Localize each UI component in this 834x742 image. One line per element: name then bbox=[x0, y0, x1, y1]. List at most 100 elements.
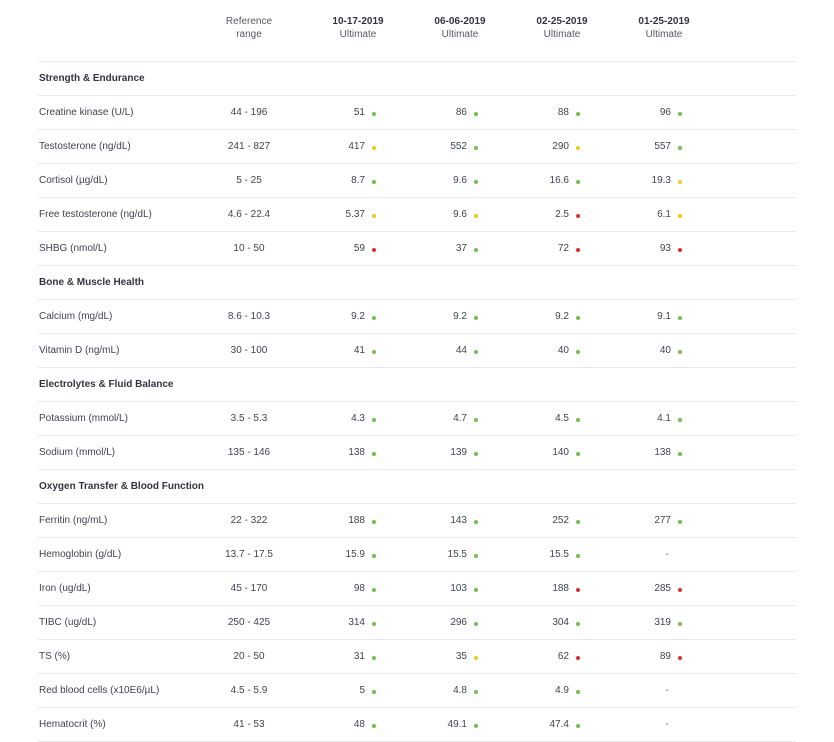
biomarker-label[interactable]: Free testosterone (ng/dL) bbox=[39, 209, 152, 220]
result-value: 9.1 bbox=[657, 311, 671, 322]
date-column-header[interactable]: 10-17-2019 Ultimate bbox=[318, 15, 398, 41]
result-value: 47.4 bbox=[549, 719, 569, 730]
status-dot-red bbox=[576, 248, 580, 252]
status-dot-green bbox=[576, 418, 580, 422]
result-value: 140 bbox=[552, 447, 569, 458]
status-dot-green bbox=[576, 180, 580, 184]
result-value: 304 bbox=[552, 617, 569, 628]
table-row: Free testosterone (ng/dL) 4.6 - 22.4 5.37 9… bbox=[38, 198, 796, 232]
status-dot-green bbox=[474, 724, 478, 728]
result-value: 188 bbox=[552, 583, 569, 594]
status-dot-green bbox=[372, 112, 376, 116]
result-value: 51 bbox=[353, 107, 365, 118]
status-dot-green bbox=[372, 622, 376, 626]
biomarker-label[interactable]: Sodium (mmol/L) bbox=[39, 447, 116, 458]
table-row: Creatine kinase (U/L) 44 - 196 51 86 88 96 bbox=[38, 96, 796, 130]
table-row: Sodium (mmol/L) 135 - 146 138 139 140 138 bbox=[38, 436, 796, 470]
reference-range: 22 - 322 bbox=[230, 515, 268, 526]
status-dot-red bbox=[678, 588, 682, 592]
status-dot-red bbox=[576, 214, 580, 218]
status-dot-green bbox=[474, 248, 478, 252]
result-value: 296 bbox=[450, 617, 467, 628]
biomarker-label[interactable]: Potassium (mmol/L) bbox=[39, 413, 128, 424]
date-column-header[interactable]: 01-25-2019 Ultimate bbox=[624, 15, 704, 41]
status-dot-green bbox=[576, 112, 580, 116]
reference-range: 4.6 - 22.4 bbox=[227, 209, 271, 220]
status-dot-green bbox=[576, 690, 580, 694]
reference-range: 10 - 50 bbox=[233, 243, 265, 254]
biomarker-label[interactable]: Iron (ug/dL) bbox=[39, 583, 91, 594]
table-row: TIBC (ug/dL) 250 - 425 314 296 304 319 bbox=[38, 606, 796, 640]
result-value: 138 bbox=[654, 447, 671, 458]
table-row: TS (%) 20 - 50 31 35 62 89 bbox=[38, 640, 796, 674]
result-value: 103 bbox=[450, 583, 467, 594]
table-row: Ferritin (ng/mL) 22 - 322 188 143 252 277 bbox=[38, 504, 796, 538]
result-value: 277 bbox=[654, 515, 671, 526]
reference-range: 41 - 53 bbox=[233, 719, 265, 730]
status-dot-green bbox=[372, 418, 376, 422]
result-value: 89 bbox=[659, 651, 671, 662]
biomarker-label[interactable]: TS (%) bbox=[39, 651, 71, 662]
result-value: 9.6 bbox=[453, 175, 467, 186]
date-column-header[interactable]: 02-25-2019 Ultimate bbox=[522, 15, 602, 41]
section-title: Strength & Endurance bbox=[39, 73, 145, 84]
status-dot-green bbox=[576, 520, 580, 524]
section-title: Electrolytes & Fluid Balance bbox=[39, 379, 174, 390]
status-dot-green bbox=[678, 112, 682, 116]
result-value: 5 bbox=[359, 685, 365, 696]
table-row: Testosterone (ng/dL) 241 - 827 417 552 290 55… bbox=[38, 130, 796, 164]
biomarker-label[interactable]: Hematocrit (%) bbox=[39, 719, 106, 730]
result-value: 86 bbox=[455, 107, 467, 118]
status-dot-yellow bbox=[372, 214, 376, 218]
status-dot-yellow bbox=[678, 180, 682, 184]
result-value: 557 bbox=[654, 141, 671, 152]
biomarker-label[interactable]: Calcium (mg/dL) bbox=[39, 311, 113, 322]
biomarker-label[interactable]: Vitamin D (ng/mL) bbox=[39, 345, 120, 356]
biomarker-label[interactable]: Hemoglobin (g/dL) bbox=[39, 549, 122, 560]
result-value: 9.2 bbox=[453, 311, 467, 322]
reference-range: 3.5 - 5.3 bbox=[230, 413, 268, 424]
status-dot-green bbox=[678, 520, 682, 524]
biomarker-label[interactable]: Creatine kinase (U/L) bbox=[39, 107, 134, 118]
table-row: Cortisol (µg/dL) 5 - 25 8.7 9.6 16.6 19.3 bbox=[38, 164, 796, 198]
result-value: 4.3 bbox=[351, 413, 365, 424]
biomarker-label[interactable]: Ferritin (ng/mL) bbox=[39, 515, 108, 526]
result-value: 285 bbox=[654, 583, 671, 594]
date-column-header[interactable]: 06-06-2019 Ultimate bbox=[420, 15, 500, 41]
column-subtitle: Ultimate bbox=[441, 29, 479, 40]
result-value: 31 bbox=[353, 651, 365, 662]
status-dot-yellow bbox=[372, 146, 376, 150]
biomarker-label[interactable]: SHBG (nmol/L) bbox=[39, 243, 107, 254]
biomarker-label[interactable]: Red blood cells (x10E6/µL) bbox=[39, 685, 160, 696]
table-row: Potassium (mmol/L) 3.5 - 5.3 4.3 4.7 4.5 4.1 bbox=[38, 402, 796, 436]
section-header-row: Strength & Endurance bbox=[38, 62, 796, 96]
reference-range: 250 - 425 bbox=[227, 617, 271, 628]
status-dot-green bbox=[372, 724, 376, 728]
result-value: 4.5 bbox=[555, 413, 569, 424]
biomarker-label[interactable]: Cortisol (µg/dL) bbox=[39, 175, 108, 186]
result-value: 319 bbox=[654, 617, 671, 628]
status-dot-green bbox=[678, 350, 682, 354]
biomarker-label[interactable]: TIBC (ug/dL) bbox=[39, 617, 97, 628]
status-dot-green bbox=[372, 520, 376, 524]
column-date: 02-25-2019 bbox=[536, 16, 588, 27]
reference-range: 241 - 827 bbox=[227, 141, 271, 152]
result-value: 35 bbox=[455, 651, 467, 662]
section-title: Bone & Muscle Health bbox=[39, 277, 145, 288]
status-dot-green bbox=[576, 554, 580, 558]
empty-value: - bbox=[665, 685, 669, 696]
status-dot-green bbox=[372, 452, 376, 456]
reference-header-line2: range bbox=[236, 29, 262, 40]
status-dot-green bbox=[474, 418, 478, 422]
reference-range: 44 - 196 bbox=[230, 107, 268, 118]
result-value: 44 bbox=[455, 345, 467, 356]
status-dot-green bbox=[474, 316, 478, 320]
status-dot-green bbox=[678, 146, 682, 150]
status-dot-green bbox=[372, 656, 376, 660]
column-subtitle: Ultimate bbox=[645, 29, 683, 40]
status-dot-green bbox=[678, 452, 682, 456]
biomarker-label[interactable]: Testosterone (ng/dL) bbox=[39, 141, 131, 152]
reference-range: 135 - 146 bbox=[227, 447, 271, 458]
column-subtitle: Ultimate bbox=[339, 29, 377, 40]
result-value: 4.8 bbox=[453, 685, 467, 696]
